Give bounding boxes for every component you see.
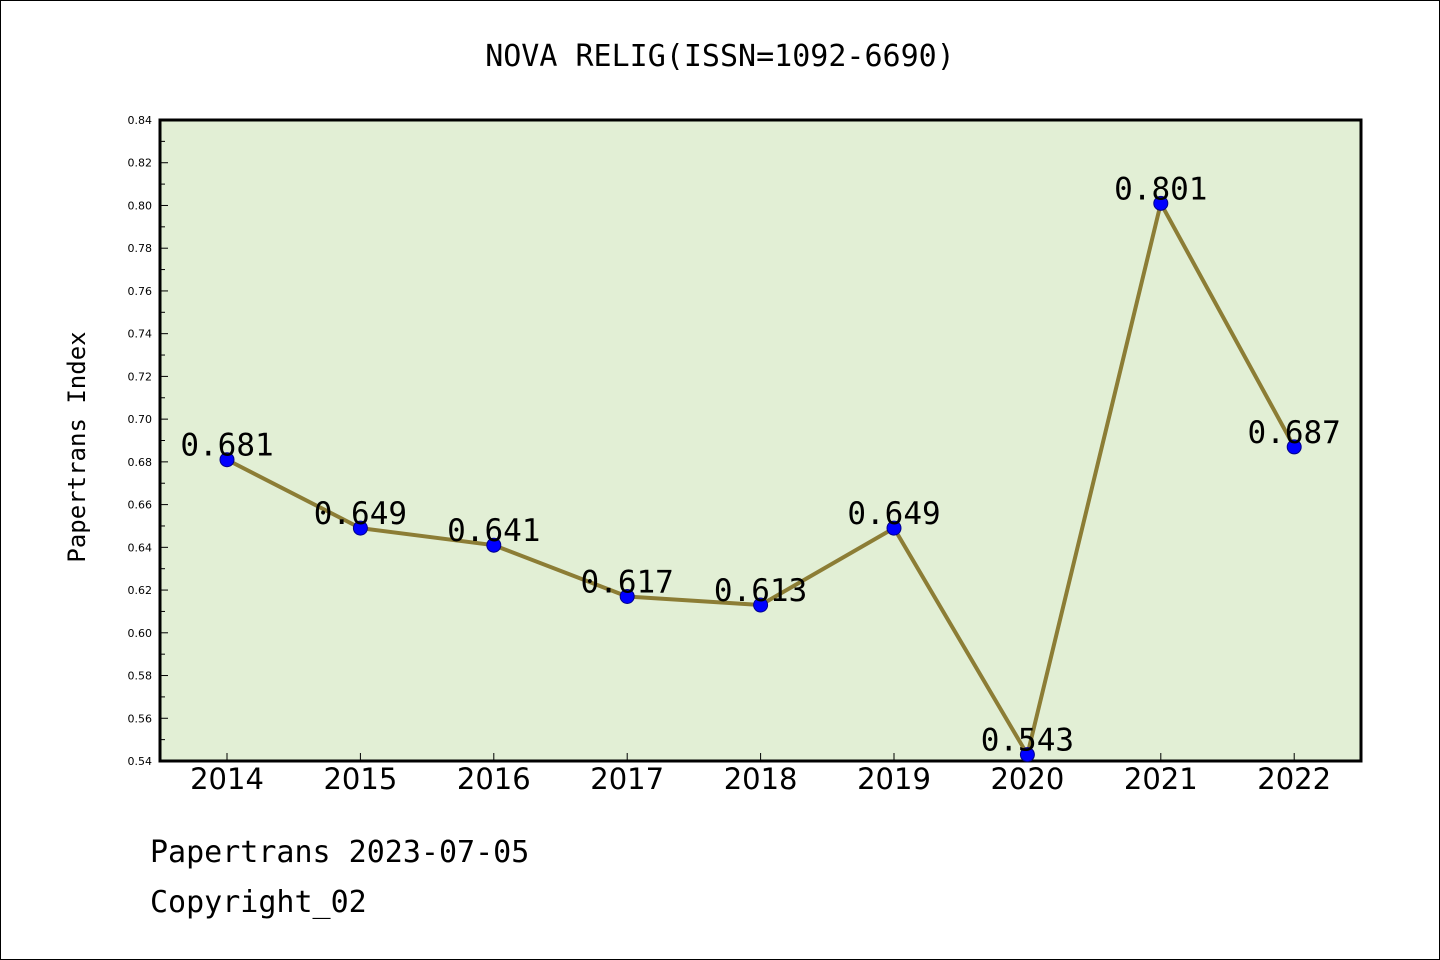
y-axis-label: Papertrans Index bbox=[63, 331, 91, 562]
x-tick-label: 2019 bbox=[857, 762, 931, 796]
y-tick-label: 0.54 bbox=[128, 755, 153, 768]
y-tick-label: 0.74 bbox=[128, 328, 153, 341]
data-point-marker bbox=[352, 520, 368, 536]
data-label: 0.649 bbox=[847, 496, 940, 532]
data-label: 0.641 bbox=[447, 513, 540, 549]
y-tick-label: 0.72 bbox=[128, 370, 153, 383]
x-tick-label: 2018 bbox=[724, 762, 798, 796]
y-tick-label: 0.62 bbox=[128, 584, 153, 597]
y-tick-label: 0.68 bbox=[128, 456, 153, 469]
x-tick-label: 2015 bbox=[323, 762, 397, 796]
data-point-marker bbox=[1019, 747, 1035, 763]
y-tick-label: 0.84 bbox=[128, 114, 153, 127]
plot-area bbox=[158, 118, 1363, 763]
x-tick-label: 2016 bbox=[457, 762, 531, 796]
y-axis: 0.54 0.56 0.58 0.60 0.62 0.64 0.66 0.68 0.70 0.72… bbox=[128, 114, 168, 768]
data-label: 0.543 bbox=[981, 723, 1074, 759]
x-tick-label: 2022 bbox=[1257, 762, 1331, 796]
x-tick-label: 2014 bbox=[190, 762, 264, 796]
x-axis: 2014 2015 2016 2017 2018 2019 2020 2021 2022 bbox=[190, 753, 1331, 796]
data-point-marker bbox=[619, 588, 635, 604]
data-point-marker bbox=[1286, 439, 1302, 455]
y-tick-label: 0.80 bbox=[128, 199, 153, 212]
data-point-marker bbox=[486, 537, 502, 553]
y-tick-label: 0.76 bbox=[128, 285, 153, 298]
data-label: 0.649 bbox=[314, 496, 407, 532]
y-tick-label: 0.78 bbox=[128, 242, 153, 255]
data-label: 0.681 bbox=[180, 428, 273, 464]
data-point-marker bbox=[753, 597, 769, 613]
y-tick-label: 0.58 bbox=[128, 670, 153, 683]
data-label: 0.687 bbox=[1248, 415, 1341, 451]
y-tick-label: 0.56 bbox=[128, 712, 153, 725]
y-tick-label: 0.82 bbox=[128, 157, 153, 170]
x-tick-label: 2021 bbox=[1124, 762, 1198, 796]
data-label: 0.613 bbox=[714, 573, 807, 609]
footer-copyright: Copyright_02 bbox=[150, 885, 367, 920]
data-point-marker bbox=[219, 452, 235, 468]
series-line-group bbox=[219, 195, 1302, 763]
data-labels: 0.681 0.649 0.641 0.617 0.613 0.649 0.543 0.801… bbox=[180, 171, 1341, 758]
data-label: 0.617 bbox=[581, 564, 674, 600]
data-point-marker bbox=[1153, 195, 1169, 211]
y-tick-label: 0.64 bbox=[128, 541, 153, 554]
x-tick-label: 2017 bbox=[590, 762, 664, 796]
data-point-marker bbox=[886, 520, 902, 536]
x-tick-label: 2020 bbox=[990, 762, 1064, 796]
y-tick-label: 0.66 bbox=[128, 499, 153, 512]
chart-title: NOVA RELIG(ISSN=1092-6690) bbox=[485, 39, 955, 74]
data-label: 0.801 bbox=[1114, 171, 1207, 207]
y-tick-label: 0.60 bbox=[128, 627, 153, 640]
y-tick-label: 0.70 bbox=[128, 413, 153, 426]
footer-date: Papertrans 2023-07-05 bbox=[150, 835, 530, 870]
